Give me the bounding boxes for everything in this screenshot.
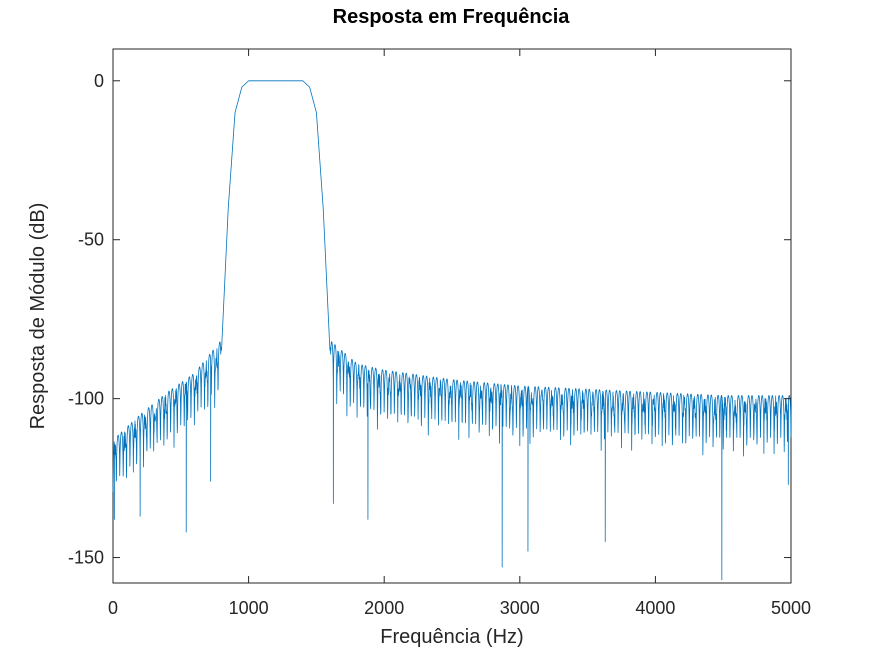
chart-title: Resposta em Frequência — [333, 6, 571, 28]
x-tick-label: 4000 — [635, 598, 675, 618]
y-tick-label: 0 — [94, 71, 104, 91]
x-axis-label: Frequência (Hz) — [380, 626, 523, 648]
axes-box — [112, 48, 792, 584]
x-tick-label: 2000 — [364, 598, 404, 618]
y-tick-label: -150 — [68, 548, 104, 568]
x-axis-ticks: 0 1000 2000 3000 4000 5000 — [108, 49, 811, 618]
y-tick-label: -50 — [78, 230, 104, 250]
x-tick-label: 0 — [108, 598, 118, 618]
y-tick-label: -100 — [68, 389, 104, 409]
x-tick-label: 3000 — [500, 598, 540, 618]
y-axis-ticks: 0 -50 -100 -150 — [68, 71, 791, 568]
y-axis-label: Resposta de Módulo (dB) — [27, 203, 49, 430]
x-tick-label: 5000 — [771, 598, 811, 618]
plot-area — [112, 48, 792, 584]
magnitude-response-line — [112, 80, 792, 581]
x-tick-label: 1000 — [229, 598, 269, 618]
